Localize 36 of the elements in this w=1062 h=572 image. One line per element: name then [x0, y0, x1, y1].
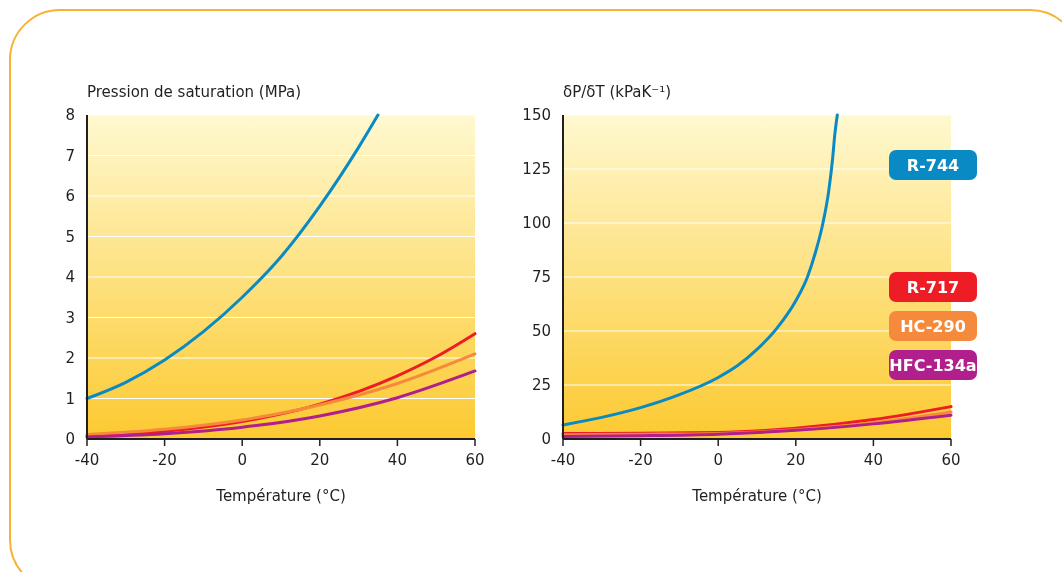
y-axis-title: Pression de saturation (MPa): [87, 83, 302, 101]
x-tick-label: -40: [550, 451, 576, 469]
text: R-717: [906, 277, 960, 297]
y-tick-label: 0: [65, 430, 75, 449]
x-axis-title: Température (°C): [215, 487, 346, 505]
x-tick-label: 20: [786, 451, 806, 469]
y-tick-label: 1: [65, 389, 75, 408]
x-tick-label: 60: [465, 451, 485, 469]
y-tick-label: 50: [531, 322, 551, 341]
y-axis-title: δP/δT (kPaK⁻¹): [563, 83, 672, 101]
x-tick-label: 60: [941, 451, 961, 469]
x-tick-label: -40: [74, 451, 100, 469]
y-tick-label: 0: [541, 430, 551, 449]
x-tick-label: 40: [863, 451, 883, 469]
y-tick-label: 75: [531, 268, 551, 287]
y-tick-label: 7: [65, 146, 75, 165]
x-tick-label: 20: [310, 451, 330, 469]
y-tick-label: 8: [65, 106, 75, 125]
x-tick-label: 0: [713, 451, 723, 469]
y-tick-label: 150: [522, 106, 551, 125]
y-tick-label: 5: [65, 227, 75, 246]
x-tick-label: 0: [237, 451, 247, 469]
x-tick-label: 40: [387, 451, 407, 469]
y-tick-label: 2: [65, 349, 75, 368]
text: HFC-134a: [889, 355, 977, 375]
x-tick-label: -20: [628, 451, 653, 469]
y-tick-label: 25: [531, 376, 551, 395]
y-tick-label: 100: [522, 214, 551, 233]
text: R-744: [906, 155, 960, 175]
y-tick-label: 6: [65, 187, 75, 206]
x-axis-title: Température (°C): [691, 487, 822, 505]
text: HC-290: [900, 316, 966, 336]
y-tick-label: 4: [65, 268, 75, 287]
y-tick-label: 3: [65, 308, 75, 327]
y-tick-label: 125: [522, 160, 551, 179]
x-tick-label: -20: [152, 451, 177, 469]
